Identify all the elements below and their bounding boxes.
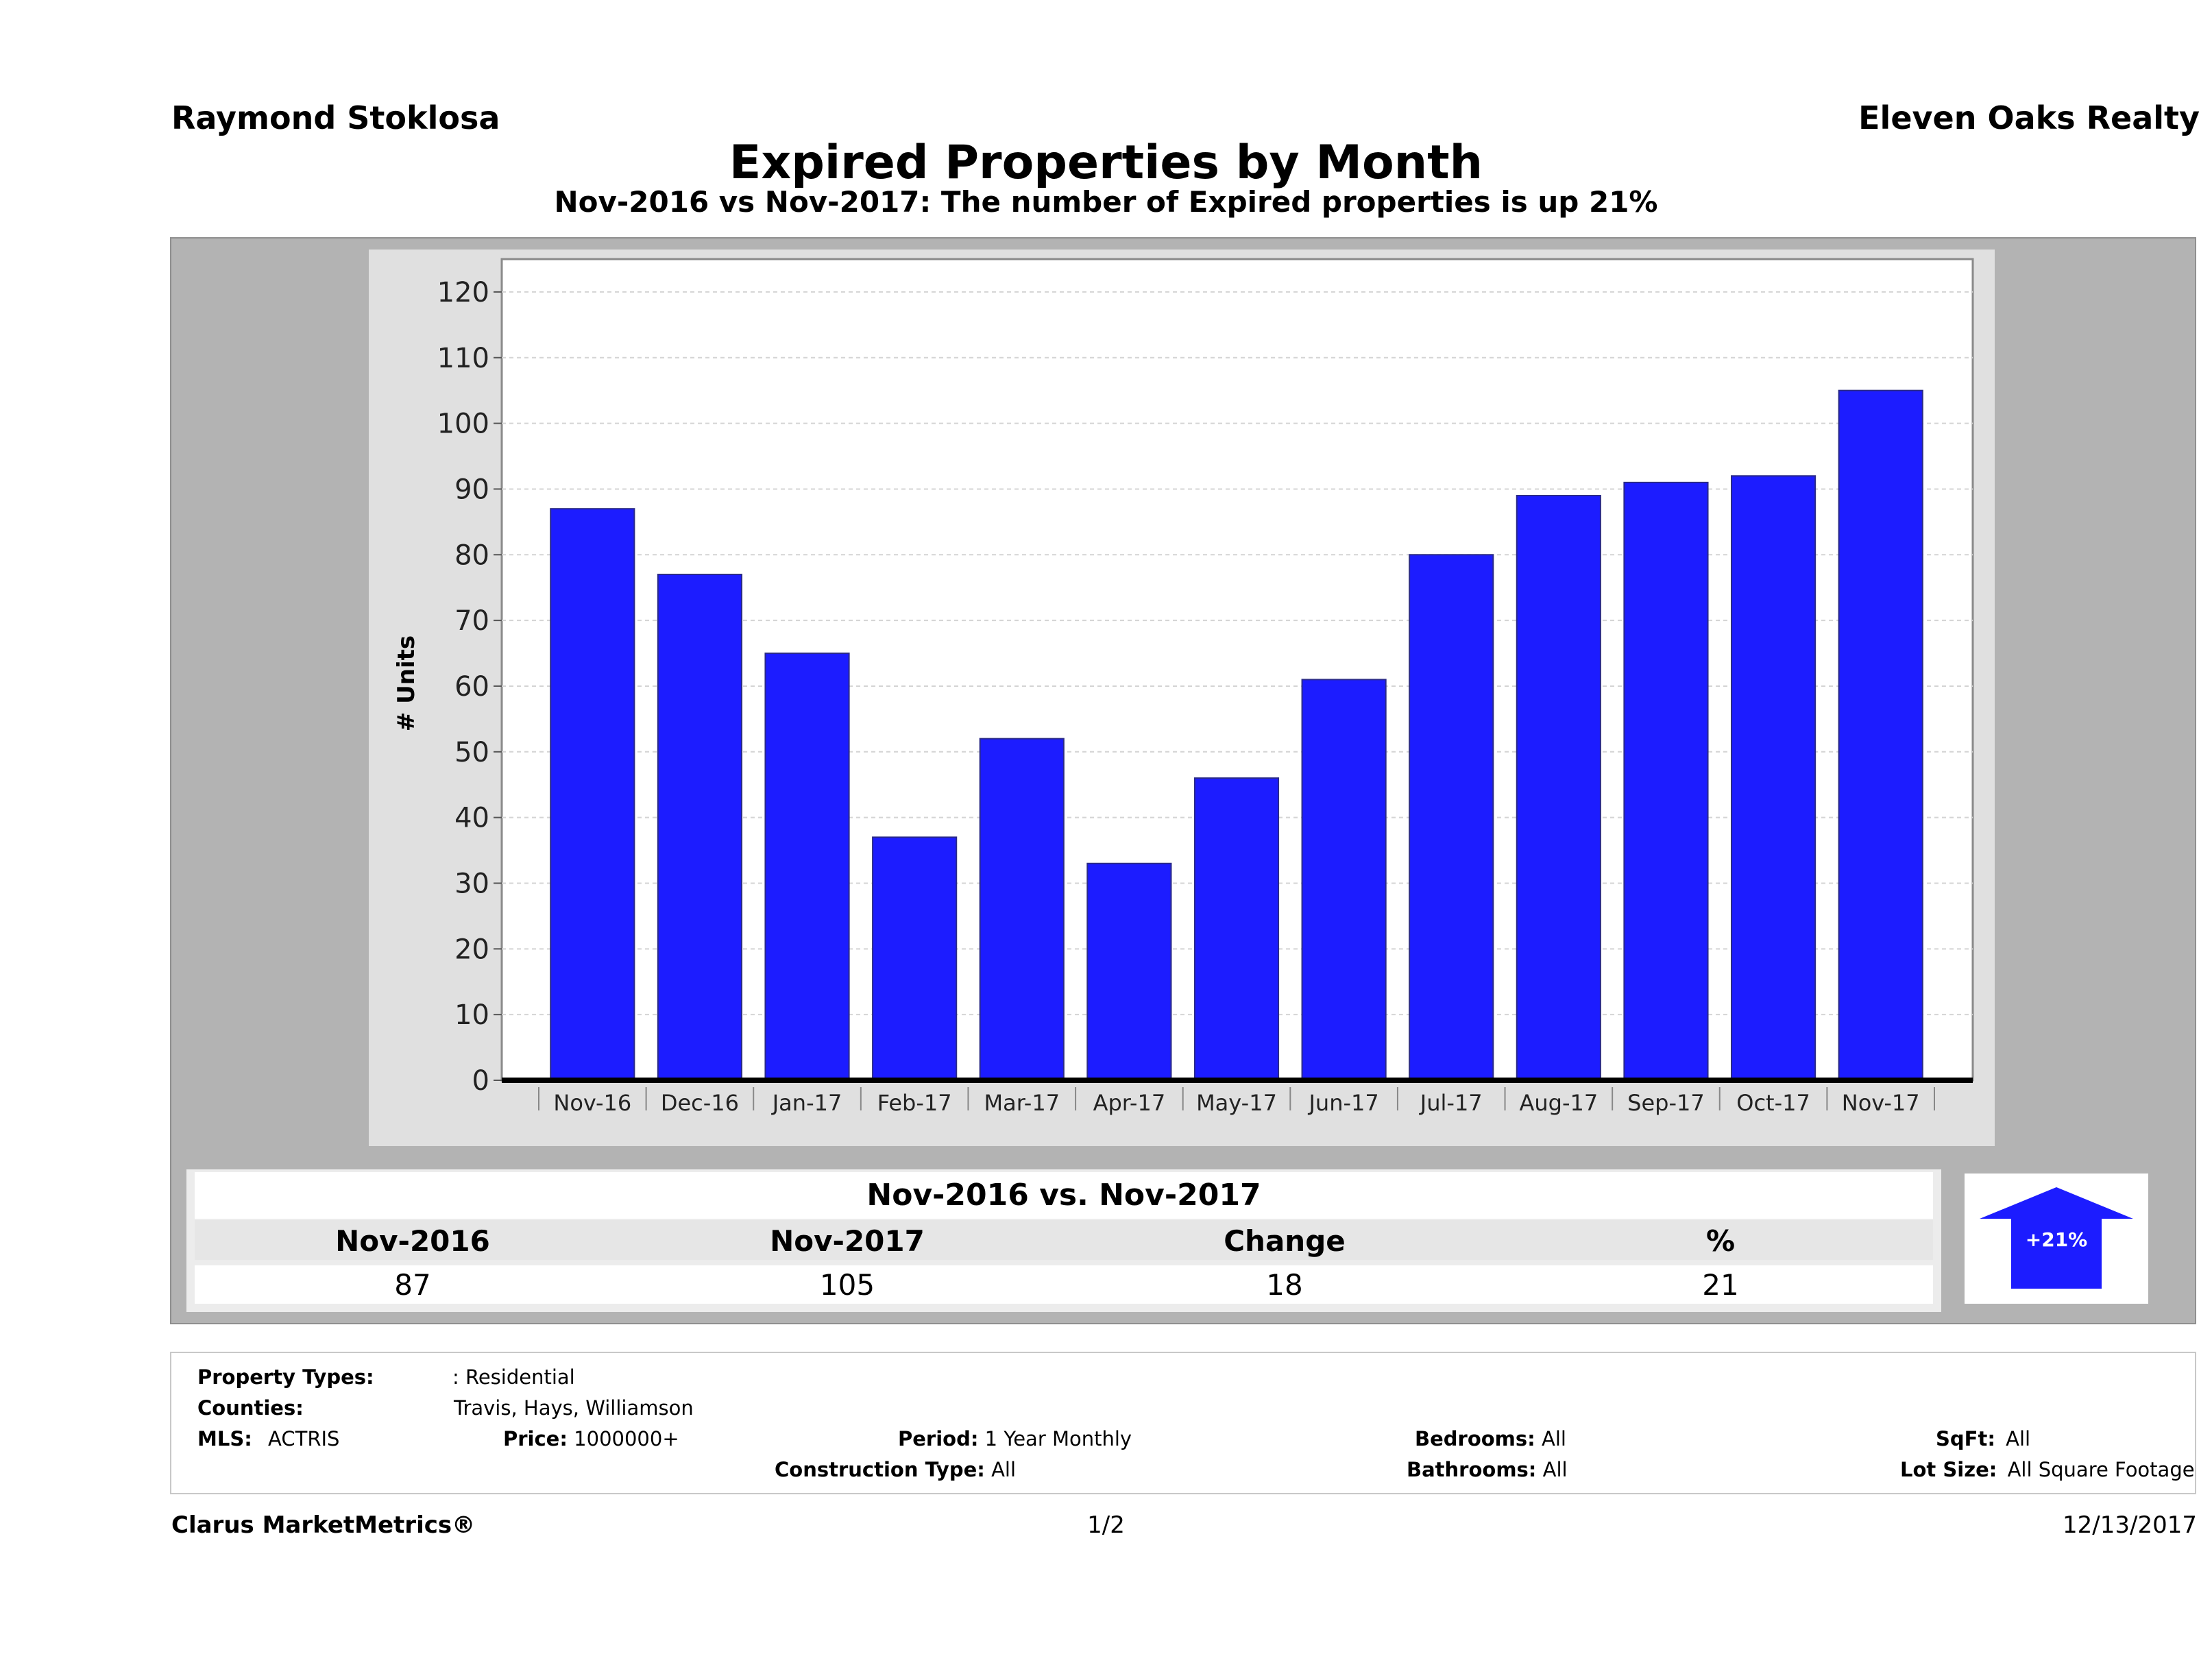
bar (872, 836, 958, 1082)
column-header-percent: % (1705, 1224, 1736, 1258)
comparison-header-row: Nov-2016 vs. Nov-2017 (195, 1172, 1933, 1219)
bar (1730, 475, 1816, 1082)
column-header-nov-2016: Nov-2016 (335, 1224, 490, 1258)
counties-value: Travis, Hays, Williamson (454, 1396, 694, 1420)
bar (979, 738, 1065, 1082)
x-tick-label: Feb-17 (877, 1090, 952, 1116)
bedrooms-value: All (1541, 1427, 1566, 1450)
x-tick-label: Nov-16 (553, 1090, 631, 1116)
bar (1193, 777, 1280, 1081)
bathrooms-label: Bathrooms: (1407, 1458, 1537, 1481)
bar (1838, 389, 1923, 1081)
bar (550, 508, 635, 1081)
y-tick-label: 20 (454, 934, 489, 965)
change-indicator: +21% (1965, 1174, 2148, 1304)
construction-type-label: Construction Type: (775, 1458, 985, 1481)
comparison-table: Nov-2016 vs. Nov-2017 Nov-2016 Nov-2017 … (186, 1169, 1941, 1312)
period-label: Period: (898, 1427, 979, 1450)
bar (1086, 862, 1172, 1082)
y-tick-label: 60 (454, 671, 489, 703)
bathrooms-value: All (1542, 1458, 1568, 1481)
y-tick-label: 10 (454, 999, 489, 1031)
footer-page-number: 1/2 (1087, 1511, 1125, 1539)
value-nov-2016: 87 (394, 1268, 431, 1302)
column-header-change: Change (1224, 1224, 1346, 1258)
change-indicator-label: +21% (2025, 1228, 2088, 1251)
bar-chart: 0 10 20 30 40 50 60 70 80 90 100 110 120 Nov-16 Dec-16… (393, 258, 1974, 1116)
y-tick-label: 30 (454, 868, 489, 899)
footer-date: 12/13/2017 (2063, 1511, 2197, 1539)
lot-size-label: Lot Size: (1900, 1458, 1997, 1481)
bar (1623, 481, 1709, 1081)
x-tick-label: Nov-17 (1842, 1090, 1920, 1116)
value-change: 18 (1266, 1268, 1303, 1302)
x-tick-label: Apr-17 (1093, 1090, 1166, 1116)
y-tick-label: 110 (437, 343, 489, 374)
comparison-values-row: 87 105 18 21 (195, 1265, 1933, 1304)
x-tick-label: Sep-17 (1627, 1090, 1705, 1116)
bar (764, 653, 850, 1081)
lot-size-value: All Square Footage (2007, 1458, 2195, 1481)
bar (1301, 679, 1387, 1081)
x-tick-label: Jun-17 (1307, 1090, 1378, 1116)
x-tick-label: Aug-17 (1519, 1090, 1598, 1116)
bar (1409, 554, 1494, 1081)
y-tick-label: 70 (454, 605, 489, 637)
counties-label: Counties: (197, 1396, 304, 1420)
mls-label: MLS: (197, 1427, 252, 1450)
footer-brand: Clarus MarketMetrics® (171, 1511, 476, 1539)
property-types-label: Property Types: (197, 1365, 374, 1389)
price-label: Price: (503, 1427, 568, 1450)
search-criteria: Property Types: : Residential Counties: … (170, 1352, 2196, 1494)
mls-value: ACTRIS (268, 1427, 340, 1450)
y-tick-label: 50 (454, 737, 489, 768)
chart-subtitle: Nov-2016 vs Nov-2017: The number of Expi… (554, 185, 1658, 219)
price-value: 1000000+ (574, 1427, 679, 1450)
x-tick-label: Oct-17 (1736, 1090, 1810, 1116)
y-tick-label: 80 (454, 539, 489, 571)
comparison-title: Nov-2016 vs. Nov-2017 (866, 1178, 1261, 1213)
y-tick-label: 120 (437, 277, 489, 308)
x-tick-label: Mar-17 (984, 1090, 1060, 1116)
value-nov-2017: 105 (819, 1268, 875, 1302)
comparison-columns-row: Nov-2016 Nov-2017 Change % (195, 1220, 1933, 1260)
y-tick-label: 0 (472, 1065, 489, 1097)
value-percent: 21 (1702, 1268, 1739, 1302)
x-tick-label: Jan-17 (771, 1090, 842, 1116)
y-tick-label: 40 (454, 803, 489, 834)
y-tick-label: 100 (437, 409, 489, 440)
agent-name: Raymond Stoklosa (171, 99, 500, 136)
construction-type-value: All (991, 1458, 1017, 1481)
y-axis-label: # Units (393, 635, 420, 731)
sqft-label: SqFt: (1936, 1427, 1995, 1450)
property-types-value: : Residential (452, 1365, 575, 1389)
sqft-value: All (2006, 1427, 2031, 1450)
x-tick-label: Jul-17 (1419, 1090, 1483, 1116)
bedrooms-label: Bedrooms: (1415, 1427, 1535, 1450)
y-tick-label: 90 (454, 474, 489, 505)
bar (1516, 495, 1601, 1081)
company-name: Eleven Oaks Realty (1858, 99, 2200, 136)
period-value: 1 Year Monthly (984, 1427, 1132, 1450)
up-arrow-icon (1980, 1187, 2133, 1289)
x-tick-label: May-17 (1196, 1090, 1277, 1116)
column-header-nov-2017: Nov-2017 (770, 1224, 925, 1258)
x-tick-label: Dec-16 (661, 1090, 739, 1116)
chart-title: Expired Properties by Month (729, 136, 1483, 190)
bar (657, 574, 743, 1082)
